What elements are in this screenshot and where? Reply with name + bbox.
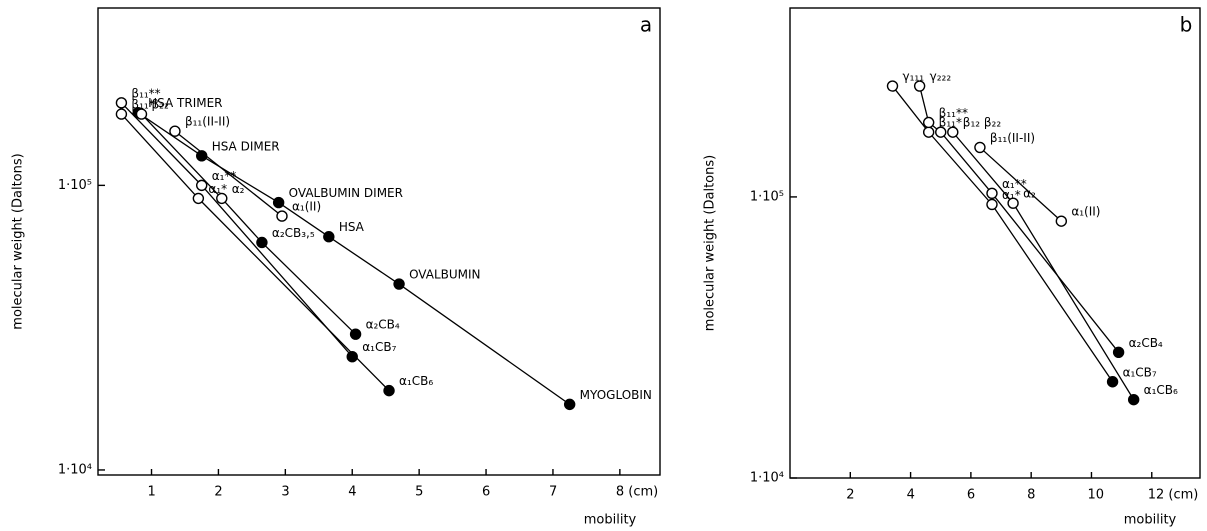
data-point xyxy=(1007,197,1019,209)
point-label: α₁CB₆ xyxy=(1144,383,1178,397)
series-line xyxy=(952,131,1135,400)
data-point xyxy=(393,278,405,290)
point-label: β₁₂ β₂₂ xyxy=(963,116,1002,130)
point-label: α₂CB₃,₅ xyxy=(272,226,315,240)
data-point xyxy=(135,108,148,120)
point-label: γ₂₂₂ xyxy=(930,70,952,84)
panel-label: b xyxy=(1180,13,1193,37)
x-axis-label: mobility xyxy=(584,513,637,528)
point-label: α₁** xyxy=(1002,177,1027,191)
point-label: HSA TRIMER xyxy=(148,96,222,110)
x-tick-label: 4 xyxy=(907,488,915,503)
series-line xyxy=(137,112,571,405)
series-line xyxy=(120,113,390,392)
y-tick-label: 1·10⁵ xyxy=(750,189,784,204)
point-label: α₂ xyxy=(232,182,245,196)
point-label: α₁CB₆ xyxy=(399,374,433,388)
data-point xyxy=(1112,346,1125,359)
data-point xyxy=(913,80,926,92)
y-tick-label: 1·10⁴ xyxy=(58,462,92,477)
point-label: α₁* xyxy=(208,182,227,196)
x-tick-label: 2 xyxy=(846,488,854,503)
point-label: β₁₁* xyxy=(131,98,154,112)
data-point xyxy=(563,398,576,411)
data-point xyxy=(323,231,335,243)
x-tick-label: 6 xyxy=(482,485,490,500)
data-point xyxy=(922,116,935,129)
data-point xyxy=(272,196,285,209)
x-tick-label: 4 xyxy=(348,485,356,500)
data-point xyxy=(1127,393,1140,406)
x-tick-label: 7 xyxy=(549,485,557,500)
plot-frame xyxy=(97,7,661,476)
point-label: β₁₁** xyxy=(131,86,160,100)
point-label: β₁₁* xyxy=(939,116,962,130)
point-label: α₂CB₄ xyxy=(1129,336,1163,350)
data-point xyxy=(169,125,181,137)
y-tick-label: 1·10⁴ xyxy=(750,471,784,486)
data-point xyxy=(922,126,935,138)
point-label: α₁(II) xyxy=(292,200,321,214)
point-label: α₂CB₄ xyxy=(366,318,400,332)
data-point xyxy=(974,141,986,154)
x-tick-label: 3 xyxy=(281,485,289,500)
point-label: OVALBUMIN xyxy=(409,268,480,282)
point-label: α₁CB₇ xyxy=(362,340,396,354)
series-line xyxy=(141,113,357,335)
point-label: β₁₁(II-II) xyxy=(990,131,1035,145)
point-label: γ₁₁₁ xyxy=(903,70,925,84)
data-point xyxy=(986,187,998,200)
point-label: α₁CB₇ xyxy=(1123,365,1157,379)
data-point xyxy=(349,328,362,340)
panel-label: a xyxy=(640,13,652,37)
point-label: HSA xyxy=(339,220,365,234)
series-line xyxy=(174,130,283,217)
data-point xyxy=(196,179,208,192)
x-tick-label: 6 xyxy=(967,488,975,503)
y-tick-label: 1·10⁵ xyxy=(58,178,92,193)
data-point xyxy=(115,97,128,109)
data-point xyxy=(1055,215,1068,227)
data-point xyxy=(192,192,205,205)
x-axis-label: mobility xyxy=(1124,513,1177,528)
point-label: OVALBUMIN DIMER xyxy=(289,186,403,200)
x-tick-label: 10 xyxy=(1087,488,1104,503)
data-point xyxy=(115,108,128,120)
data-point xyxy=(216,192,228,205)
data-point xyxy=(986,198,998,211)
series-line xyxy=(979,146,1062,222)
point-label: β₁₁(II-II) xyxy=(185,115,230,129)
point-label: α₁(II) xyxy=(1071,205,1100,219)
data-point xyxy=(935,126,947,138)
data-point xyxy=(886,80,899,92)
data-point xyxy=(947,126,959,138)
x-tick-label: 8 xyxy=(1027,488,1035,503)
data-point xyxy=(383,384,395,397)
data-point xyxy=(276,210,288,222)
y-axis-label: molecular weight (Daltons) xyxy=(703,155,718,331)
x-tick-label: 12 (cm) xyxy=(1148,488,1199,503)
plot-frame xyxy=(789,7,1201,479)
point-label: α₁** xyxy=(212,169,237,183)
x-tick-label: 2 xyxy=(214,485,222,500)
y-axis-label: molecular weight (Daltons) xyxy=(11,153,26,329)
data-point xyxy=(346,351,358,363)
data-point xyxy=(1106,376,1119,388)
series-line xyxy=(891,85,1114,383)
x-tick-label: 5 xyxy=(415,485,423,500)
point-label: MYOGLOBIN xyxy=(580,388,652,402)
x-tick-label: 1 xyxy=(148,485,156,500)
point-label: β₂₂ xyxy=(151,98,168,112)
point-label: HSA DIMER xyxy=(212,139,280,153)
x-tick-label: 8 (cm) xyxy=(616,485,658,500)
point-label: β₁₁** xyxy=(939,106,968,120)
data-point xyxy=(256,236,268,249)
